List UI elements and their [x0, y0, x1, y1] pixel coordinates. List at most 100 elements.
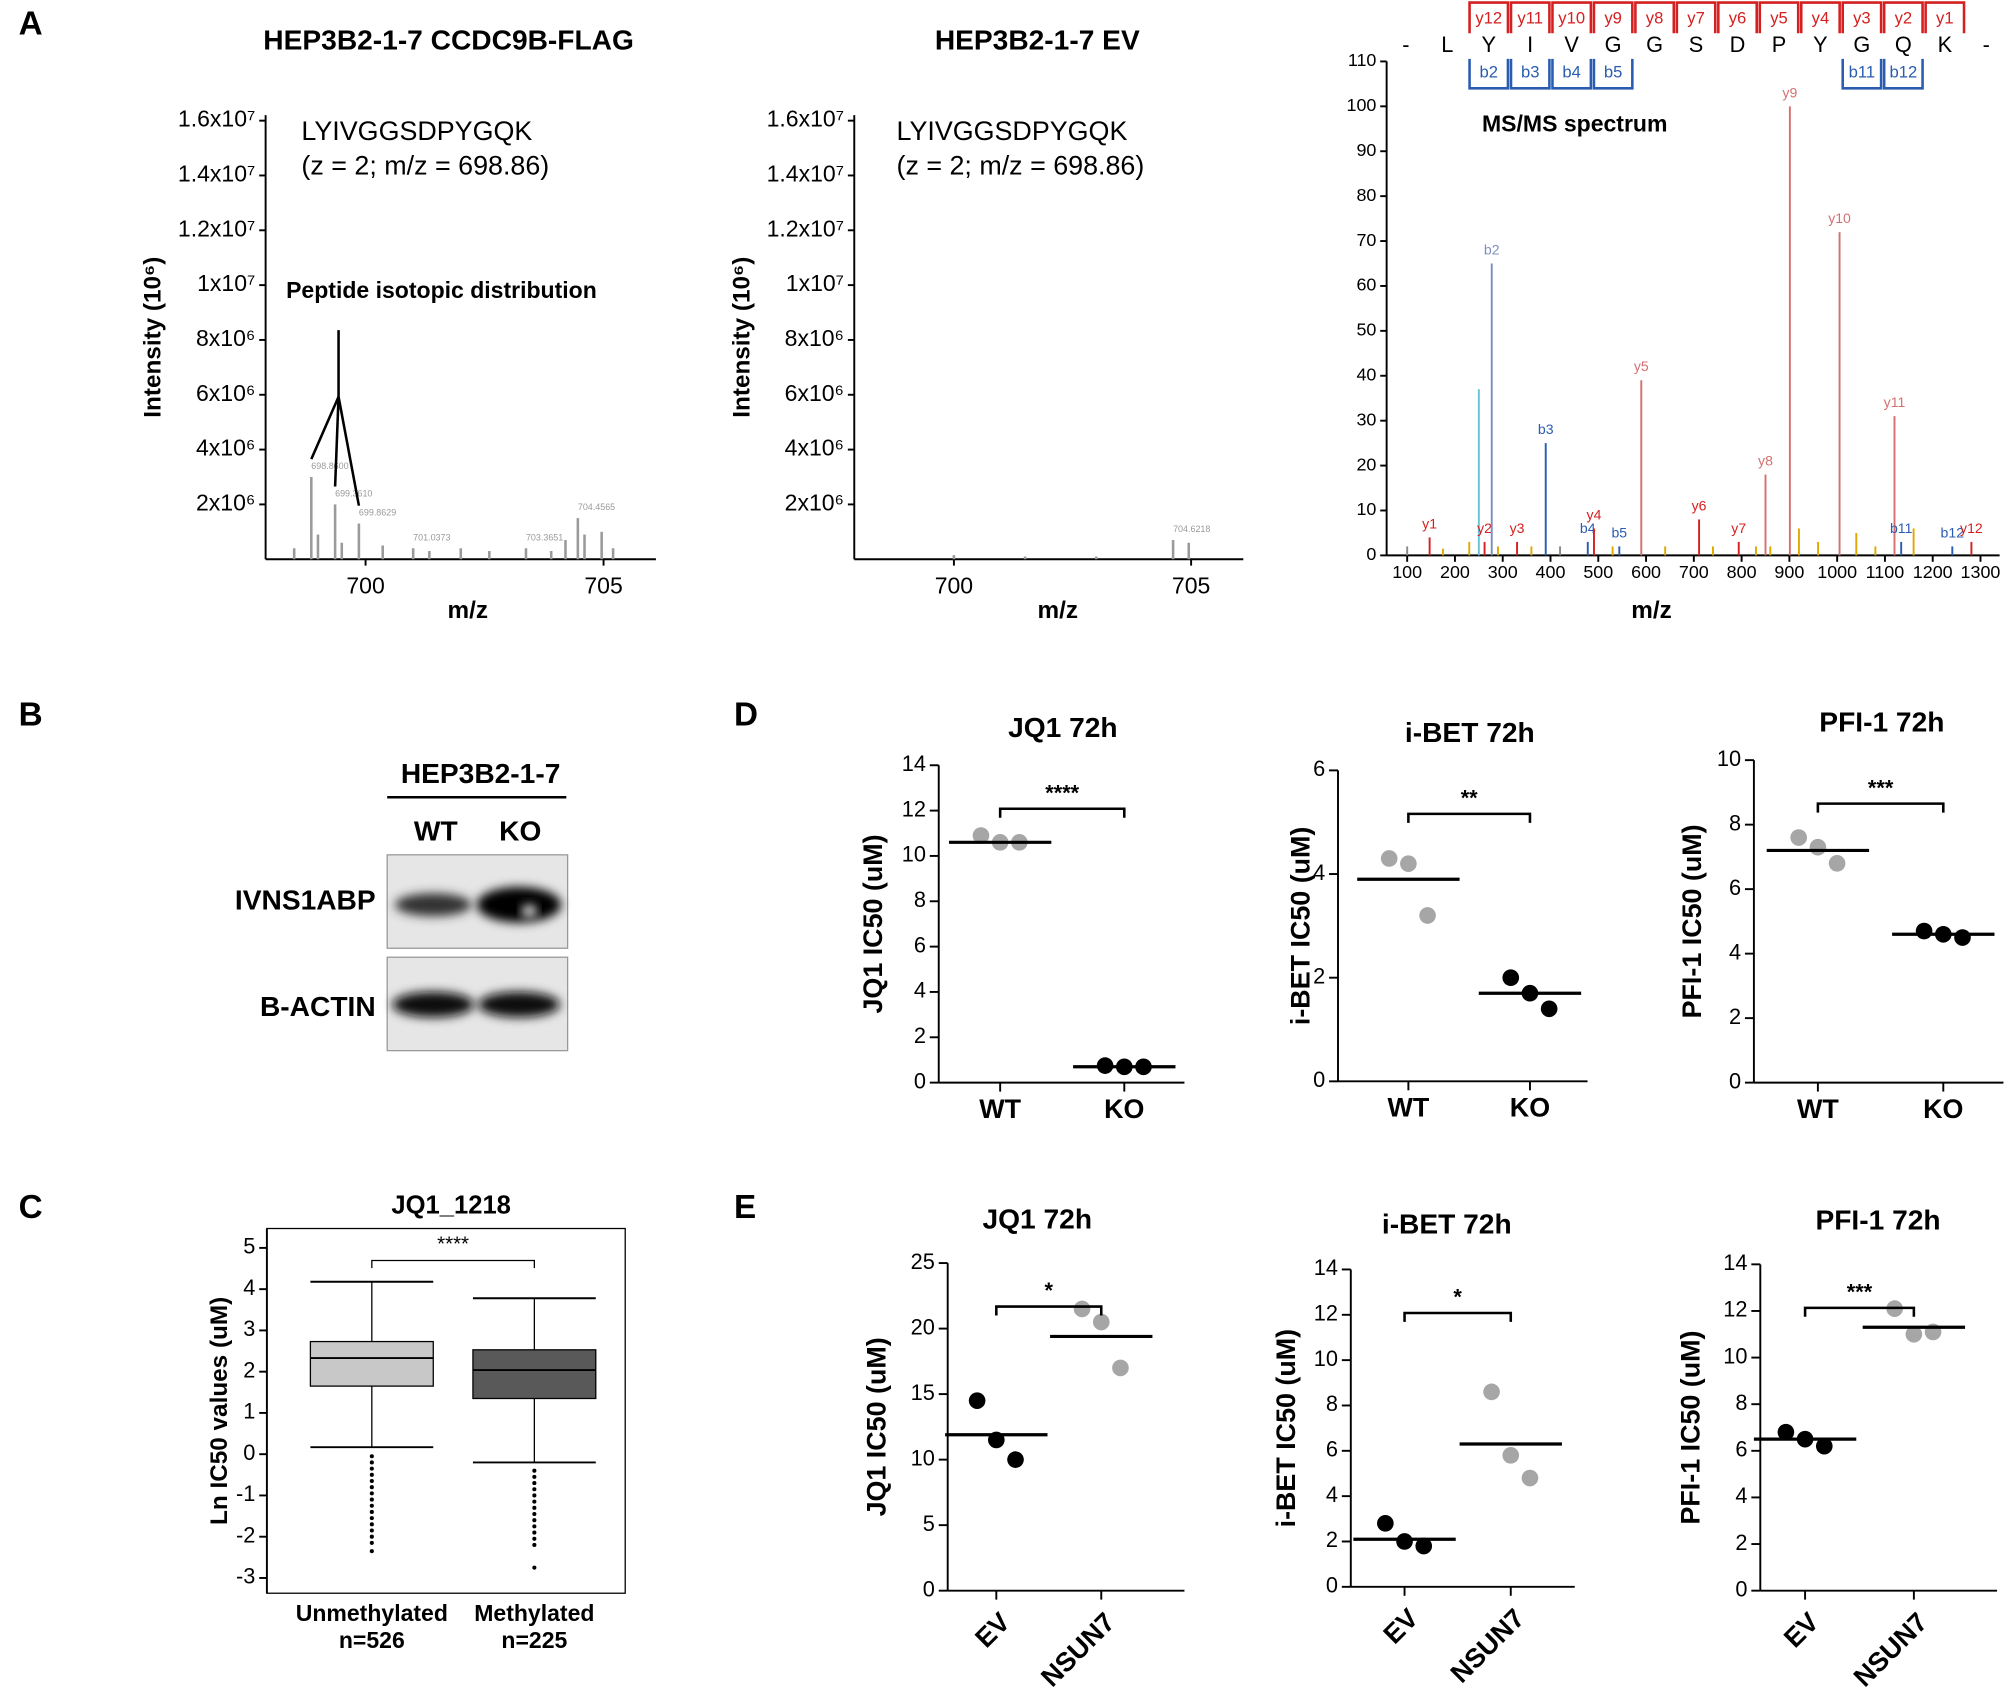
peak-label: y9	[1782, 84, 1797, 100]
row-label: B-ACTIN	[260, 991, 376, 1022]
significance-bracket	[1816, 802, 1945, 813]
panel-label: E	[734, 1189, 756, 1226]
y-axis-label: Intensity (10⁶)	[140, 257, 167, 418]
peak-label: b11	[1890, 520, 1913, 536]
y-tick-label: 0	[914, 1068, 926, 1093]
significance: **	[1461, 786, 1478, 811]
y-tick-label: 0	[1366, 544, 1376, 564]
y-tick-label: 10	[1723, 1343, 1747, 1368]
annotation: LYIVGGSDPYGQK	[897, 116, 1128, 146]
outlier	[532, 1505, 537, 1510]
data-point	[1396, 1533, 1413, 1550]
peak-label: b12	[1941, 524, 1965, 540]
band-saturation	[521, 904, 537, 918]
y-ion-bracket	[1882, 1, 1924, 34]
x-tick-label: 700	[935, 572, 973, 598]
significance: *	[1045, 1278, 1054, 1303]
y-tick-label: 8x10⁶	[196, 325, 255, 351]
y-axis-label: JQ1 IC50 (uM)	[858, 834, 888, 1013]
residue: D	[1730, 32, 1746, 57]
data-point	[1419, 907, 1436, 924]
data-point	[1915, 922, 1933, 940]
y-tick-label: 1.4x10⁷	[767, 161, 844, 187]
y-ion: y4	[1812, 9, 1830, 28]
significance-bracket	[1803, 1306, 1916, 1317]
peak-label: b5	[1611, 524, 1627, 540]
y-tick-label: 12	[1723, 1297, 1747, 1322]
significance: ****	[437, 1233, 469, 1256]
y-ion: y3	[1853, 9, 1871, 28]
y-tick-label: 90	[1356, 140, 1376, 160]
b-ion-bracket	[1551, 58, 1593, 90]
y-tick-label: 60	[1356, 275, 1376, 295]
y-tick-label: 4x10⁶	[785, 435, 844, 461]
residue: Y	[1481, 32, 1496, 57]
data-point	[1790, 829, 1808, 846]
x-tick-label: WT	[979, 1094, 1021, 1124]
data-point	[1815, 1437, 1833, 1455]
y-tick-label: 2	[1729, 1004, 1741, 1029]
residue: G	[1853, 32, 1870, 57]
x-tick-label: 900	[1774, 562, 1804, 582]
y-tick-label: 100	[1347, 95, 1377, 115]
peak-label: b4	[1580, 520, 1596, 536]
residue: P	[1772, 32, 1787, 57]
data-point	[1777, 1423, 1795, 1441]
outlier	[369, 1466, 374, 1471]
significance: ***	[1847, 1280, 1873, 1305]
data-point	[1377, 1515, 1394, 1532]
outlier	[369, 1534, 374, 1539]
outlier	[369, 1497, 374, 1502]
y-tick-label: 0	[1735, 1576, 1747, 1601]
peak-label: 699.8629	[359, 508, 396, 518]
residue: Y	[1813, 32, 1828, 57]
x-tick-label: WT	[1388, 1093, 1430, 1123]
panel-label: B	[19, 696, 43, 733]
box	[472, 1349, 597, 1400]
peak-label: 703.3651	[526, 532, 563, 542]
outlier	[369, 1454, 374, 1459]
peak-label: y2	[1477, 520, 1492, 536]
x-tick-label: NSUN7	[1445, 1603, 1531, 1689]
y-tick-label: 0	[243, 1440, 255, 1465]
outlier	[369, 1472, 374, 1477]
b-ion-bracket	[1882, 58, 1924, 90]
peak-label: y10	[1828, 210, 1851, 226]
y-tick-label: 8	[914, 887, 926, 912]
y-ion: y1	[1936, 9, 1954, 28]
peak-label: 704.6218	[1173, 524, 1210, 534]
data-point	[1954, 929, 1971, 946]
y-tick-label: 2	[914, 1023, 926, 1048]
b-ion: b2	[1480, 62, 1499, 81]
y-ion-bracket	[1468, 1, 1510, 34]
data-point	[1007, 1451, 1024, 1468]
y-tick-label: 80	[1356, 185, 1376, 205]
x-tick-label: 700	[346, 572, 384, 598]
y-ion-bracket	[1717, 1, 1758, 34]
y-ion: y8	[1646, 9, 1664, 28]
y-axis-label: Ln IC50 values (uM)	[206, 1297, 233, 1525]
significance: *	[1453, 1285, 1462, 1310]
data-point	[1112, 1359, 1129, 1377]
y-ion: y2	[1895, 9, 1913, 28]
y-tick-label: -1	[236, 1481, 255, 1506]
x-tick-label: KO	[1510, 1093, 1550, 1123]
y-tick-label: 10	[1314, 1346, 1338, 1371]
chart-title: PFI-1 72h	[1815, 1205, 1940, 1236]
peak-label: y1	[1422, 515, 1437, 531]
n-label: n=225	[501, 1627, 567, 1653]
chart-title: JQ1 72h	[1008, 712, 1118, 743]
outlier	[369, 1516, 374, 1521]
significance: ****	[1045, 780, 1079, 805]
y-tick-label: 10	[1356, 499, 1376, 519]
blot-header: HEP3B2-1-7	[401, 758, 561, 789]
y-axis-label: i-BET IC50 (uM)	[1271, 1329, 1301, 1527]
y-tick-label: 2x10⁶	[785, 489, 844, 515]
outlier	[532, 1474, 537, 1479]
y-tick-label: 8	[1735, 1390, 1747, 1415]
y-tick-label: 12	[902, 796, 926, 821]
b-ion-bracket	[1592, 58, 1634, 90]
outlier	[369, 1528, 374, 1533]
